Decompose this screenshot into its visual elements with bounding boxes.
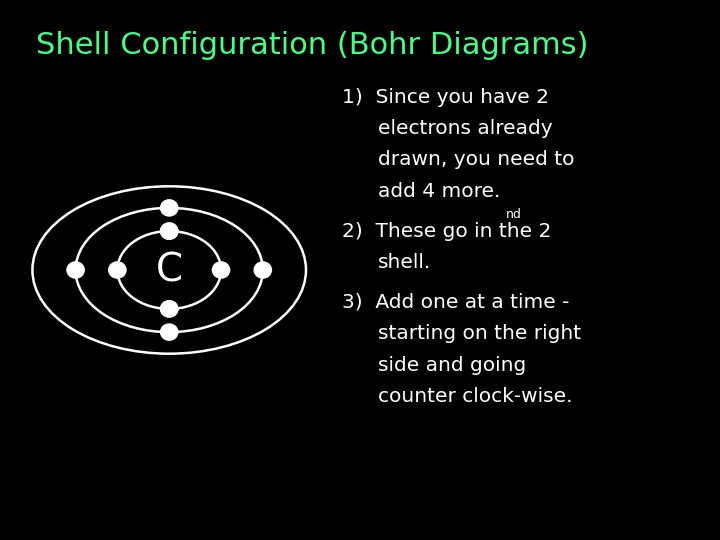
Text: C: C (156, 251, 183, 289)
Ellipse shape (254, 262, 271, 278)
Text: 1)  Since you have 2: 1) Since you have 2 (342, 87, 549, 107)
Text: starting on the right: starting on the right (378, 324, 581, 343)
Ellipse shape (161, 301, 178, 317)
Ellipse shape (67, 262, 84, 278)
Text: drawn, you need to: drawn, you need to (378, 150, 575, 170)
Text: side and going: side and going (378, 355, 526, 375)
Text: electrons already: electrons already (378, 119, 553, 138)
Text: counter clock-wise.: counter clock-wise. (378, 387, 572, 406)
Text: nd: nd (506, 208, 522, 221)
Text: 3)  Add one at a time -: 3) Add one at a time - (342, 293, 570, 312)
Text: add 4 more.: add 4 more. (378, 181, 500, 201)
Text: 2)  These go in the 2: 2) These go in the 2 (342, 221, 552, 241)
Ellipse shape (161, 223, 178, 239)
Ellipse shape (161, 301, 178, 317)
Ellipse shape (161, 223, 178, 239)
Text: shell.: shell. (378, 253, 431, 272)
Text: Shell Configuration (Bohr Diagrams): Shell Configuration (Bohr Diagrams) (36, 31, 588, 60)
Ellipse shape (212, 262, 230, 278)
Ellipse shape (109, 262, 126, 278)
Ellipse shape (161, 324, 178, 340)
Ellipse shape (161, 200, 178, 216)
